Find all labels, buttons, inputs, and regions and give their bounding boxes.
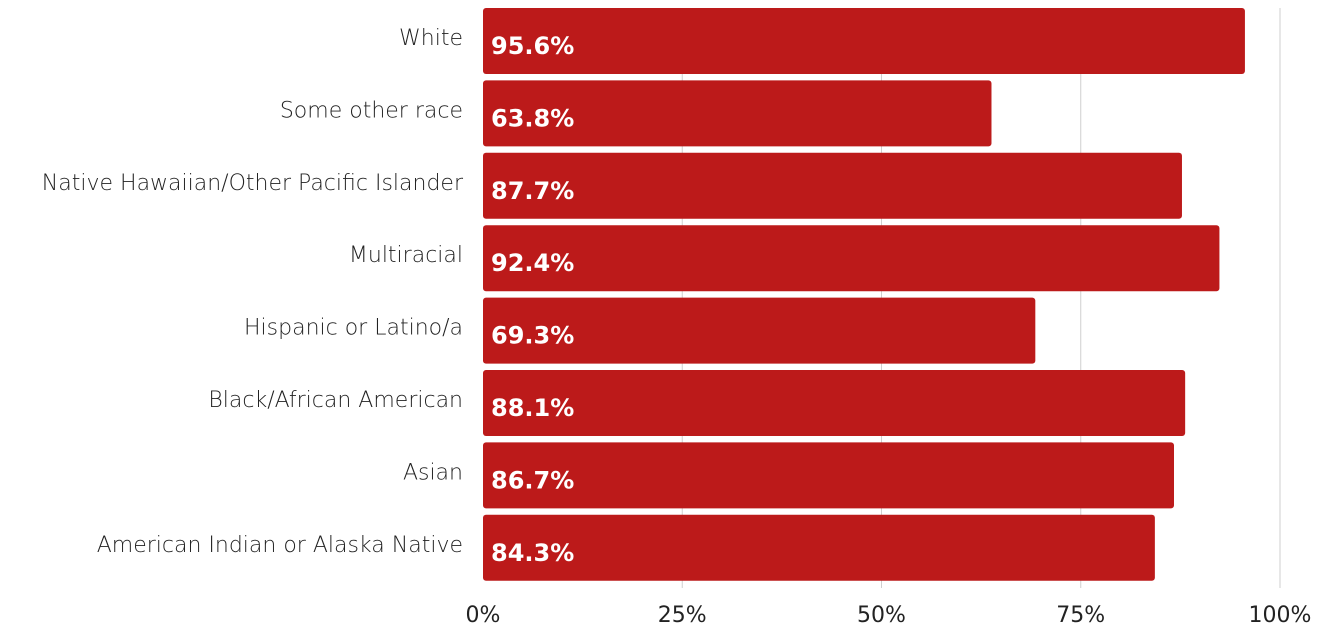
value-label: 69.3% [491,322,574,350]
category-label: Asian [403,460,463,485]
category-labels: White Some other race Native Hawaiian/Othe… [42,26,464,558]
value-label: 63.8% [491,104,574,132]
bar-2 [483,152,1182,219]
value-labels: 95.6% 63.8% 87.7% 92.4% 69.3% 88.1% 86.7% 84.3% [491,32,574,567]
category-label: Multiracial [349,243,463,268]
value-label: 88.1% [491,394,574,422]
category-label: American Indian or Alaska Native [97,533,463,558]
bar-7 [483,514,1155,581]
bar-3 [483,225,1220,292]
bar-1 [483,80,992,147]
bar-6 [483,442,1174,509]
value-label: 84.3% [491,539,574,567]
x-tick-label: 25% [658,603,707,628]
category-label: Hispanic or Latino/a [244,316,463,341]
x-tick-label: 0% [466,603,501,628]
bar-5 [483,370,1186,436]
bar-4 [483,297,1036,364]
x-tick-label: 100% [1249,603,1312,628]
x-tick-label: 50% [857,603,906,628]
category-label: Native Hawaiian/Other Pacific Islander [42,171,464,196]
category-label: Some other race [280,98,463,123]
category-label: Black/African American [208,388,463,413]
bars-layer [483,8,1245,581]
value-label: 86.7% [491,466,574,494]
x-tick-label: 75% [1056,603,1105,628]
value-label: 87.7% [491,177,574,205]
x-axis-tick-labels: 0% 25% 50% 75% 100% [466,603,1312,628]
bar-0 [483,8,1245,74]
value-label: 92.4% [491,249,574,277]
category-label: White [399,26,463,51]
value-label: 95.6% [491,32,574,60]
